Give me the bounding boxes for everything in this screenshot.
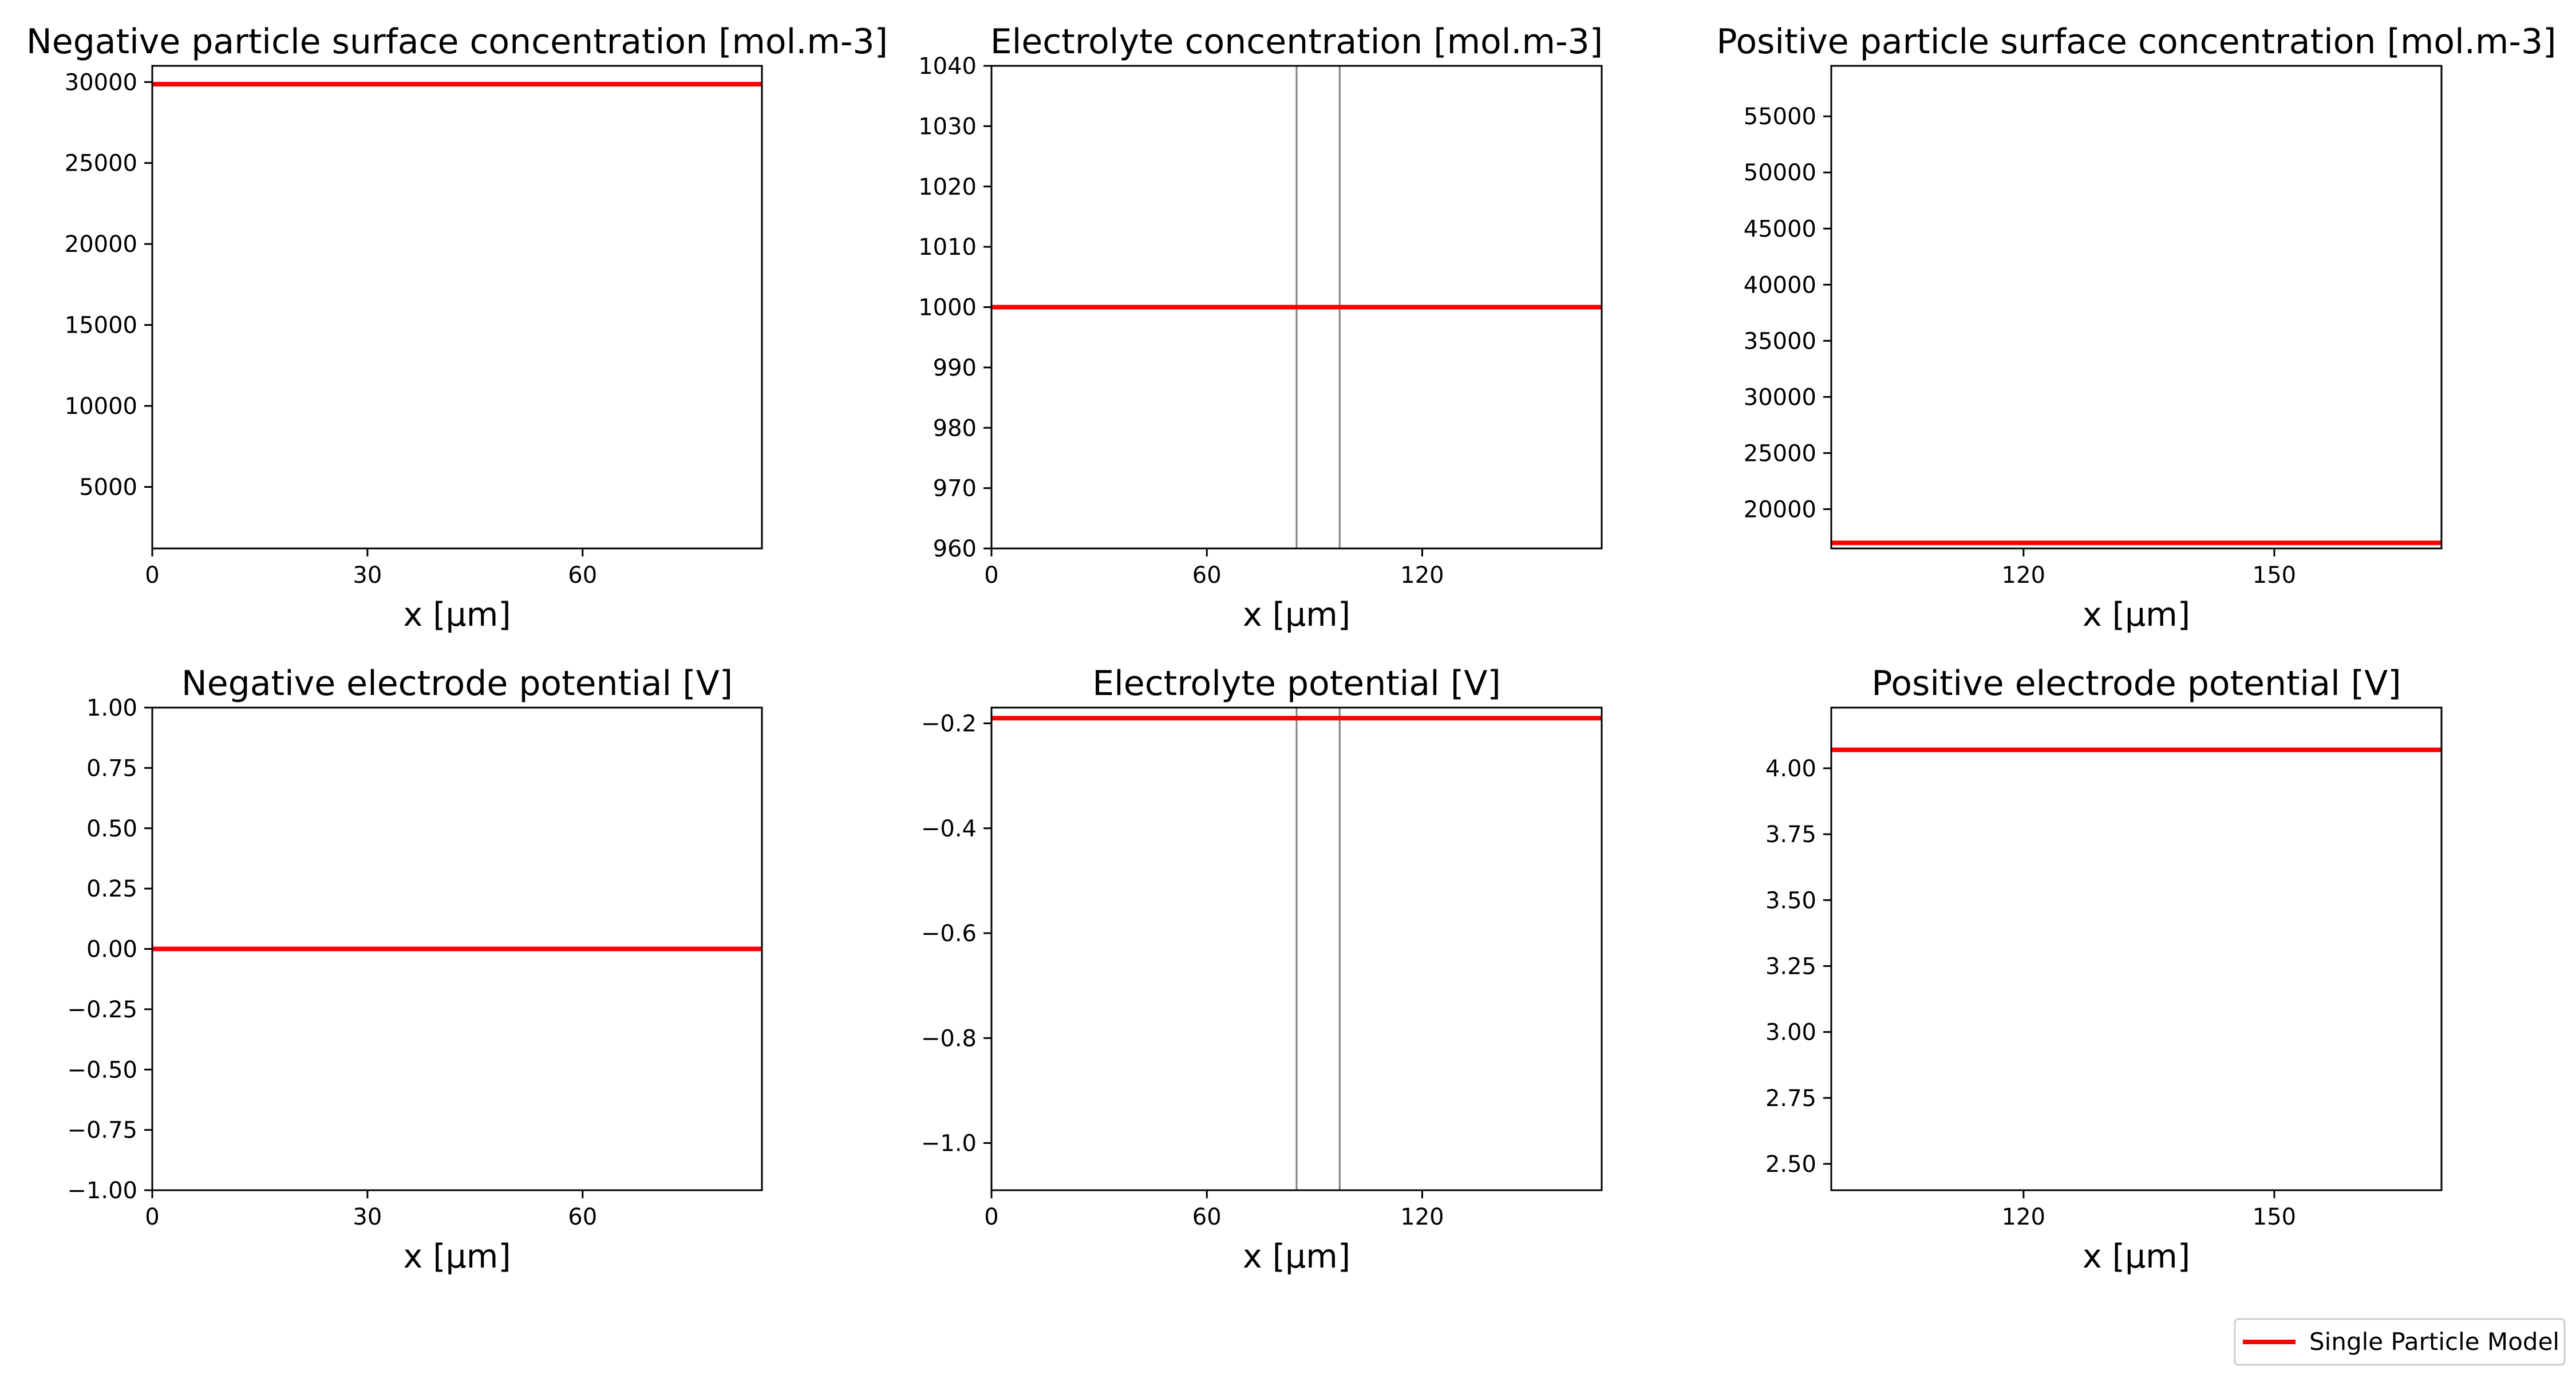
- y-tick-label: 0.00: [86, 937, 137, 963]
- axes-frame: [151, 65, 763, 550]
- x-axis-label: x [μm]: [403, 1238, 511, 1276]
- x-tick-label: 60: [568, 1204, 597, 1230]
- y-tick-label: 2.75: [1765, 1085, 1816, 1112]
- x-tick-label: 120: [1400, 1204, 1444, 1230]
- x-tick-label: 60: [568, 562, 597, 589]
- y-tick-label: 15000: [65, 313, 137, 339]
- axes-frame: [990, 706, 1603, 1191]
- legend: Single Particle Model: [2234, 1318, 2566, 1366]
- y-tick-label: 30000: [1744, 384, 1816, 410]
- y-tick-label: −0.4: [921, 816, 977, 842]
- x-tick-label: 0: [984, 562, 998, 589]
- y-tick-label: 1.00: [86, 695, 137, 721]
- y-tick-label: −0.25: [67, 997, 137, 1023]
- subplot-5: Electrolyte potential [V] 0 60 120 −1.0 −0.8 −…: [921, 664, 1603, 1276]
- y-tick-label: 55000: [1744, 104, 1816, 130]
- legend-series-label: Single Particle Model: [2309, 1328, 2559, 1356]
- y-tick-label: −1.0: [921, 1131, 977, 1157]
- y-tick-label: 0.75: [86, 755, 137, 781]
- y-tick-label: −0.50: [67, 1057, 137, 1083]
- x-axis-label: x [μm]: [2083, 596, 2190, 634]
- y-tick-label: 0.50: [86, 816, 137, 842]
- subplot-2: Electrolyte concentration [mol.m-3] 0 60 12…: [918, 22, 1603, 634]
- subplot-3: Positive particle surface concentration …: [1716, 22, 2556, 634]
- y-tick-label: 50000: [1744, 160, 1816, 186]
- y-tick-label: −0.75: [67, 1118, 137, 1144]
- x-axis-label: x [μm]: [2083, 1238, 2190, 1276]
- x-tick-label: 30: [353, 562, 382, 589]
- y-tick-label: 990: [933, 355, 977, 381]
- x-tick-label: 0: [984, 1204, 998, 1230]
- y-tick-label: 25000: [1744, 440, 1816, 467]
- x-tick-label: 120: [1400, 562, 1444, 589]
- x-tick-label: 60: [1192, 562, 1222, 589]
- y-tick-label: 3.25: [1765, 953, 1816, 980]
- y-tick-label: 4.00: [1765, 756, 1816, 782]
- y-tick-label: 1000: [918, 295, 977, 321]
- y-tick-label: 970: [933, 476, 977, 502]
- x-tick-label: 120: [2002, 562, 2045, 589]
- axes-frame: [990, 65, 1603, 550]
- subplot-title: Negative electrode potential [V]: [181, 664, 733, 704]
- y-tick-label: 20000: [1744, 496, 1816, 523]
- y-tick-label: 45000: [1744, 216, 1816, 242]
- y-tick-label: 35000: [1744, 328, 1816, 354]
- x-tick-label: 120: [2002, 1204, 2045, 1230]
- subplot-title: Negative particle surface concentration …: [26, 22, 888, 62]
- y-tick-label: 30000: [65, 69, 137, 96]
- subplot-title: Electrolyte concentration [mol.m-3]: [990, 22, 1603, 62]
- y-tick-label: 40000: [1744, 272, 1816, 298]
- legend-frame: [2234, 1318, 2566, 1366]
- y-tick-label: 25000: [65, 151, 137, 177]
- y-tick-label: 980: [933, 415, 977, 441]
- y-tick-label: 2.50: [1765, 1151, 1816, 1178]
- x-tick-label: 0: [145, 562, 159, 589]
- y-tick-label: 1020: [918, 174, 977, 200]
- x-tick-label: 60: [1192, 1204, 1222, 1230]
- subplots: Negative particle surface concentration …: [26, 22, 2557, 1276]
- subplot-4: Negative electrode potential [V] 0 30 60 −1.…: [67, 664, 763, 1276]
- y-tick-label: 1040: [918, 53, 977, 80]
- x-tick-label: 0: [145, 1204, 159, 1230]
- axes-frame: [151, 706, 763, 1191]
- y-tick-label: 20000: [65, 231, 137, 258]
- subplot-1: Negative particle surface concentration …: [26, 22, 888, 634]
- axes-frame: [1830, 65, 2443, 550]
- subplot-title: Electrolyte potential [V]: [1092, 664, 1501, 704]
- x-tick-label: 30: [353, 1204, 382, 1230]
- y-tick-label: −0.8: [921, 1025, 977, 1052]
- subplot-title: Positive particle surface concentration …: [1716, 22, 2556, 62]
- y-tick-label: 1030: [918, 113, 977, 140]
- y-tick-label: −0.6: [921, 921, 977, 947]
- y-tick-label: −1.00: [67, 1178, 137, 1204]
- y-tick-label: 3.00: [1765, 1020, 1816, 1046]
- y-tick-label: 3.50: [1765, 887, 1816, 914]
- subplot-6: Positive electrode potential [V] 120 150 2.…: [1765, 664, 2443, 1276]
- x-axis-label: x [μm]: [1243, 1238, 1350, 1276]
- subplot-title: Positive electrode potential [V]: [1871, 664, 2401, 704]
- y-tick-label: 5000: [79, 475, 137, 501]
- y-tick-label: 10000: [65, 393, 137, 420]
- x-axis-label: x [μm]: [1243, 596, 1350, 634]
- axes-frame: [1830, 706, 2443, 1191]
- y-tick-label: 3.75: [1765, 822, 1816, 848]
- y-tick-label: 0.25: [86, 876, 137, 902]
- x-tick-label: 150: [2253, 562, 2296, 589]
- y-tick-label: 960: [933, 536, 977, 562]
- y-tick-label: −0.2: [921, 710, 977, 737]
- x-axis-label: x [μm]: [403, 596, 511, 634]
- x-tick-label: 150: [2253, 1204, 2296, 1230]
- y-tick-label: 1010: [918, 234, 977, 260]
